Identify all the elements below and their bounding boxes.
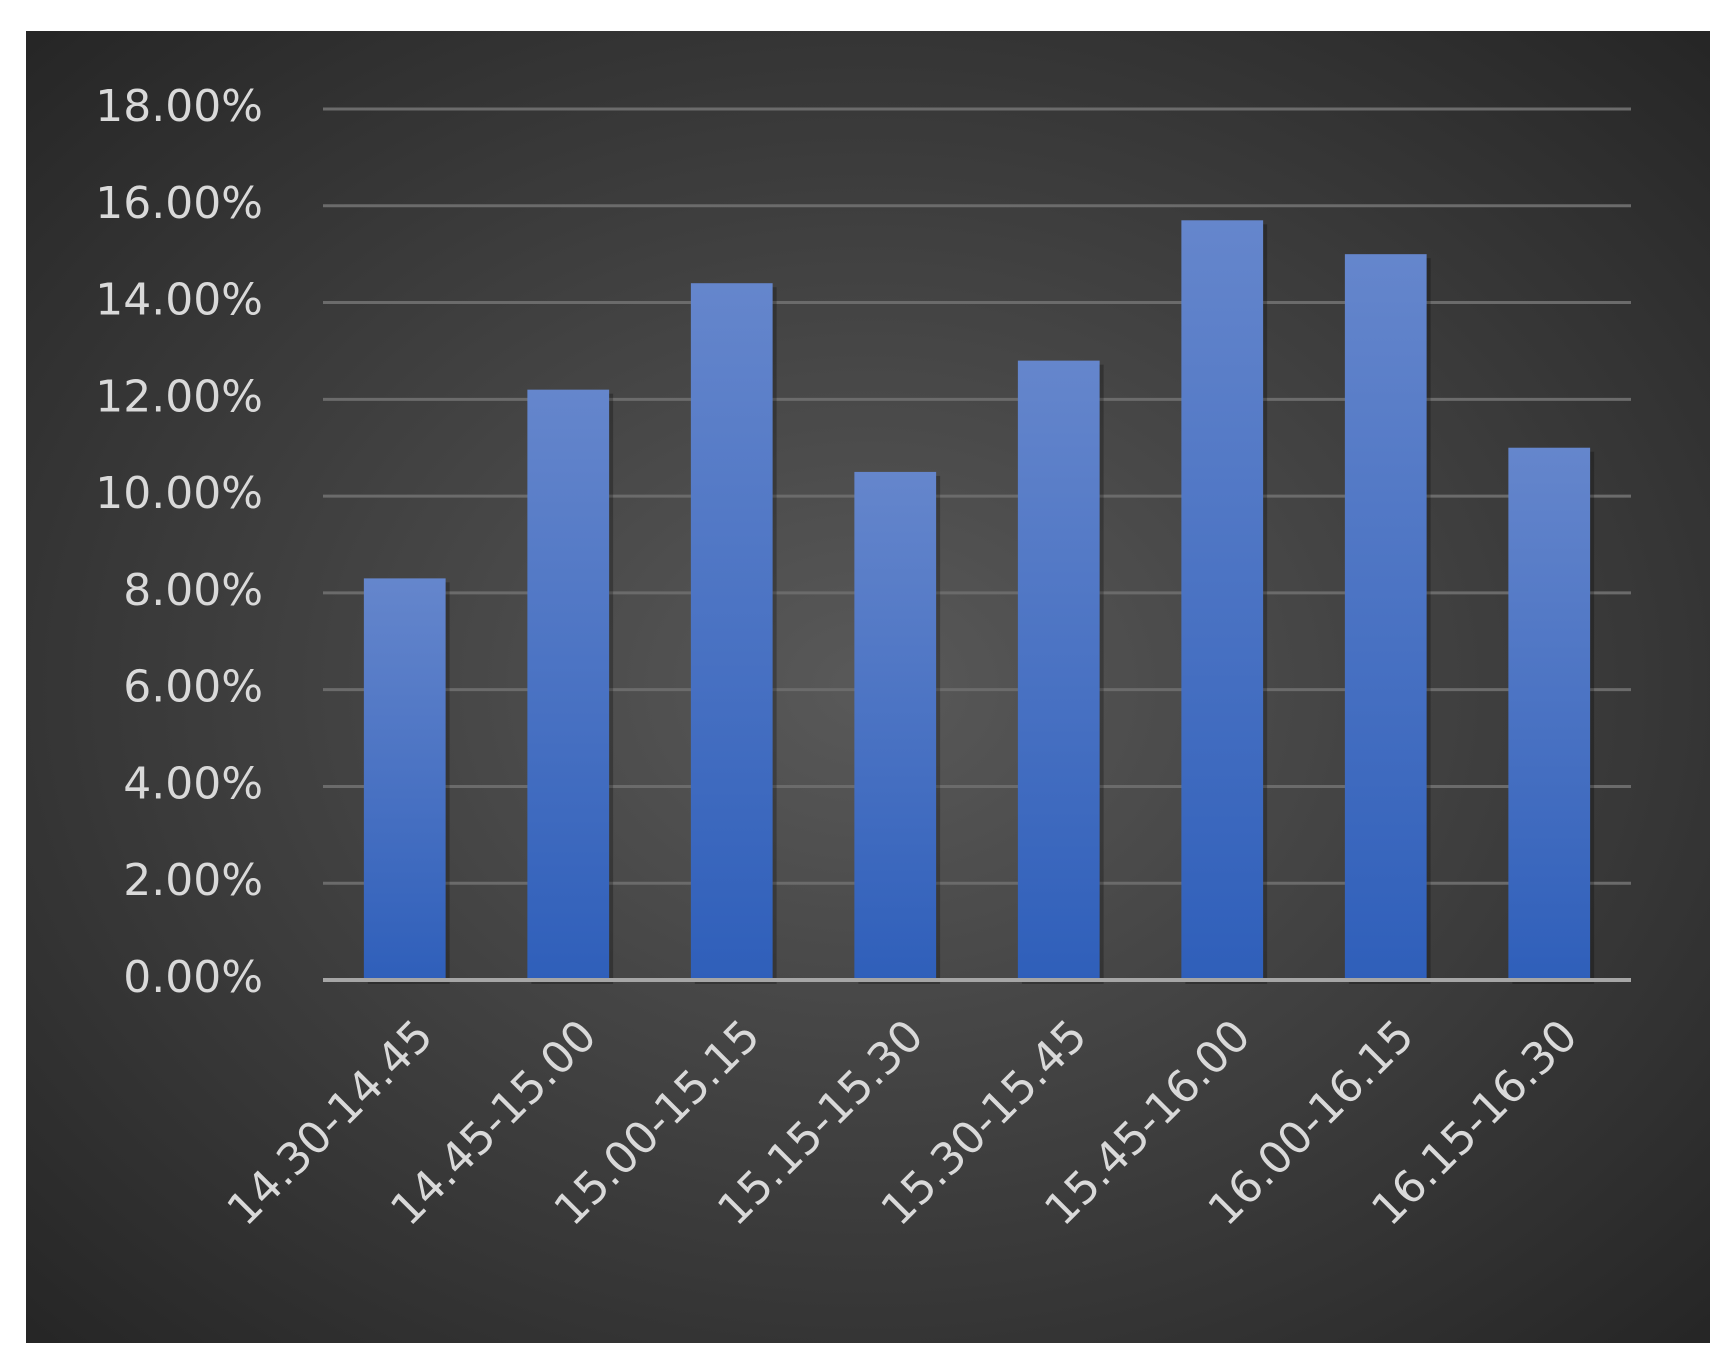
bar: [527, 389, 610, 981]
bar: [1344, 254, 1427, 980]
y-tick-label: 6.00%: [123, 662, 263, 713]
y-tick-label: 0.00%: [123, 952, 263, 1003]
y-tick-label: 16.00%: [95, 178, 263, 229]
bar: [363, 578, 446, 980]
bar: [1508, 447, 1591, 980]
bar: [690, 283, 773, 980]
y-tick-label: 10.00%: [95, 468, 263, 519]
y-tick-label: 8.00%: [123, 565, 263, 616]
y-tick-label: 12.00%: [95, 371, 263, 422]
y-tick-label: 18.00%: [95, 81, 263, 132]
bar: [854, 471, 937, 980]
y-tick-label: 2.00%: [123, 855, 263, 906]
bar: [1017, 360, 1100, 981]
y-tick-label: 4.00%: [123, 758, 263, 809]
bar: [1181, 220, 1264, 981]
y-tick-label: 14.00%: [95, 275, 263, 326]
